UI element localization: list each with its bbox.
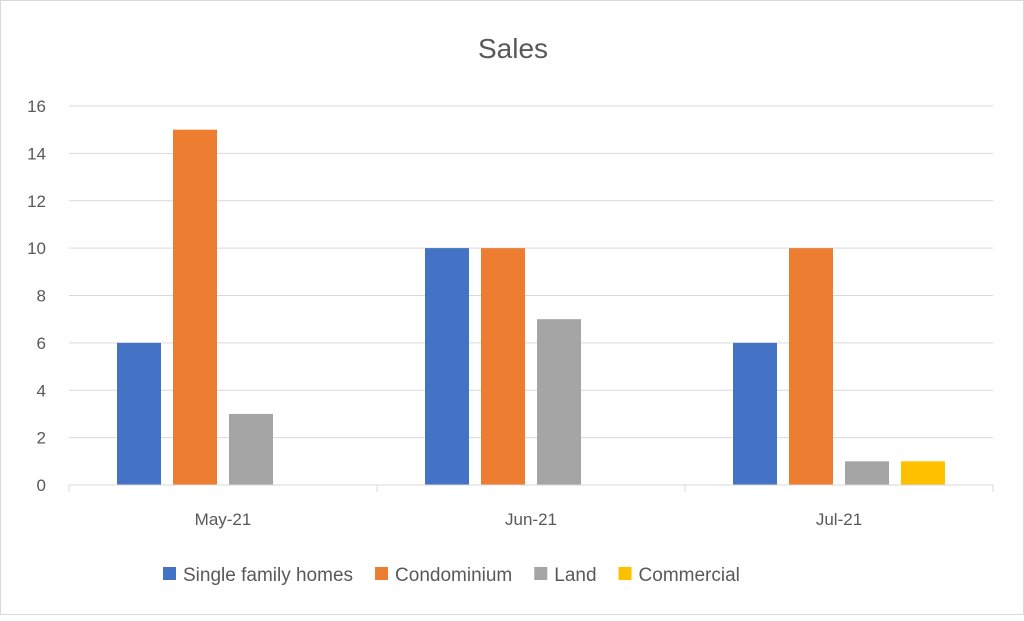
y-tick-label: 8	[37, 287, 46, 306]
legend-item: Single family homes	[163, 565, 353, 586]
legend-swatch	[163, 567, 176, 580]
legend-item: Condominium	[375, 565, 512, 586]
bar-condominium-jun-21	[481, 248, 525, 485]
bar-single-family-homes-jul-21	[733, 342, 777, 485]
legend-swatch	[618, 567, 632, 580]
y-axis-ticks: 0 2 4 6 8 10 12 14 16	[27, 97, 46, 495]
y-tick-label: 12	[27, 192, 46, 211]
bar-single-family-homes-jun-21	[425, 248, 469, 485]
legend-item: Land	[534, 565, 597, 586]
bar-single-family-homes-may-21	[117, 342, 161, 485]
y-tick-label: 6	[37, 334, 46, 353]
legend-label: Commercial	[639, 565, 740, 586]
legend-label: Land	[554, 565, 596, 586]
gridlines	[69, 105, 993, 439]
legend-swatch	[534, 567, 548, 580]
chart-title: Sales	[478, 33, 548, 64]
bar-land-may-21	[229, 413, 273, 485]
x-axis: May-21 Jun-21 Jul-21	[68, 484, 994, 529]
y-tick-label: 14	[27, 144, 46, 163]
bars	[117, 129, 945, 485]
legend-swatch	[375, 567, 389, 580]
y-tick-label: 16	[27, 97, 46, 116]
bar-land-jul-21	[845, 461, 889, 485]
legend-label: Condominium	[395, 565, 512, 586]
x-tick-label: May-21	[195, 510, 252, 529]
y-tick-label: 0	[37, 476, 46, 495]
bar-condominium-jul-21	[789, 248, 833, 485]
y-tick-label: 4	[37, 381, 46, 400]
bar-condominium-may-21	[173, 129, 217, 485]
legend: Single family homes Condominium Land Commer…	[163, 565, 740, 586]
x-tick-label: Jul-21	[816, 510, 862, 529]
x-tick-label: Jun-21	[505, 510, 557, 529]
bar-land-jun-21	[537, 319, 581, 485]
y-tick-label: 10	[27, 239, 46, 258]
y-tick-label: 2	[37, 429, 46, 448]
legend-label: Single family homes	[183, 565, 353, 586]
legend-item: Commercial	[618, 565, 740, 586]
bar-commercial-jul-21	[901, 461, 945, 485]
